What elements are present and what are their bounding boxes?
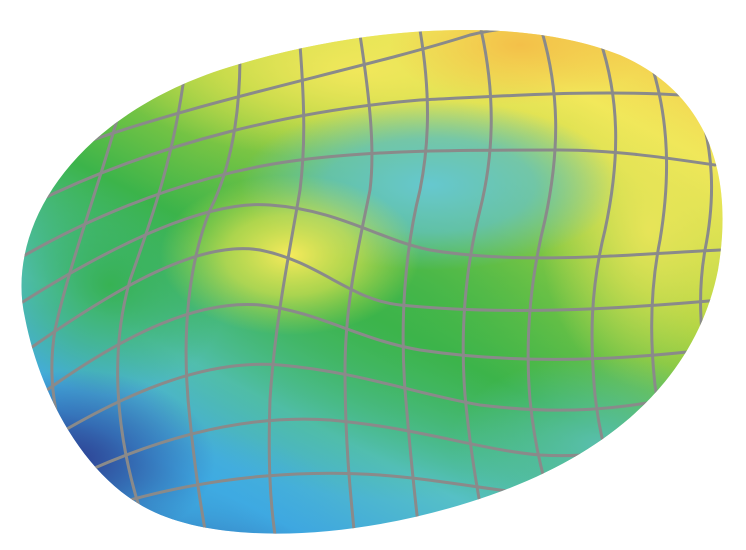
surface-grid [21, 29, 722, 534]
